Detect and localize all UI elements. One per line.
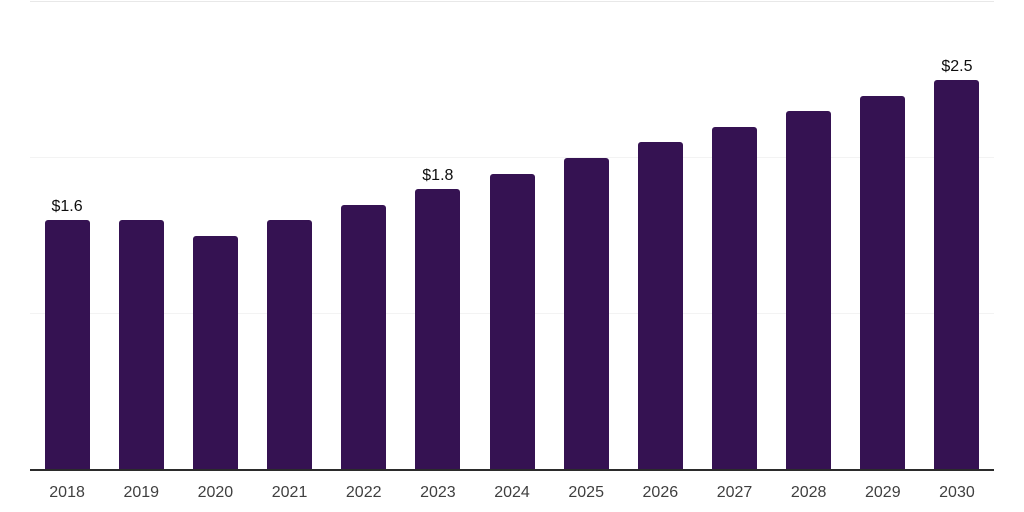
bar: [786, 111, 832, 470]
x-axis-line: [30, 469, 994, 471]
bar: [934, 80, 980, 470]
bar-group-2027: [697, 2, 771, 470]
bar: [489, 173, 535, 470]
bar-group-2030: $2.5: [920, 2, 994, 470]
bar: [563, 158, 609, 470]
bar-group-2020: [178, 2, 252, 470]
bar: [415, 189, 461, 470]
x-tick-label: 2028: [790, 484, 827, 501]
x-tick-label: 2023: [420, 484, 456, 501]
bar: [637, 142, 683, 470]
gridline-3: [30, 1, 994, 2]
x-tick-label: 2022: [345, 484, 382, 501]
x-axis-labels: 2018 2019 2020 2021 2022 2023 2024 2025 2026 2027…: [30, 483, 994, 502]
bar-group-2026: [623, 2, 697, 470]
bar: [341, 204, 387, 470]
bar: [711, 126, 757, 470]
bar-value-label: $2.5: [941, 58, 973, 75]
bar-group-2028: [772, 2, 846, 470]
bar-group-2019: [104, 2, 178, 470]
bar-value-label: $1.8: [422, 167, 454, 185]
bar-group-2018: $1.6: [30, 2, 104, 470]
x-tick-label: 2021: [271, 484, 308, 501]
x-tick-label: 2024: [494, 484, 530, 501]
x-tick-label: 2025: [568, 484, 604, 501]
bar-group-2021: [252, 2, 326, 470]
bar-group-2022: [327, 2, 401, 470]
x-tick-label: 2029: [865, 484, 901, 501]
bar-value-label: $1.6: [51, 198, 83, 216]
bar: [118, 220, 164, 470]
bars-row: $1.6 $1.8 $2.5: [30, 2, 994, 470]
plot-area: $1.6 $1.8 $2.5: [30, 1, 994, 470]
x-tick-label: 2030: [939, 484, 975, 501]
bar-group-2024: [475, 2, 549, 470]
x-tick-label: 2026: [642, 484, 679, 501]
bar-group-2029: [846, 2, 920, 470]
bar: [192, 236, 238, 470]
bar-group-2023: $1.8: [401, 2, 475, 470]
bar: [860, 95, 906, 470]
bar: [267, 220, 313, 470]
bar-group-2025: [549, 2, 623, 470]
bar: [44, 220, 90, 470]
x-tick-label: 2027: [716, 484, 753, 501]
x-tick-label: 2018: [49, 484, 85, 501]
x-tick-label: 2020: [197, 484, 234, 501]
gridline-2: [30, 157, 994, 159]
x-tick-label: 2019: [123, 484, 160, 501]
